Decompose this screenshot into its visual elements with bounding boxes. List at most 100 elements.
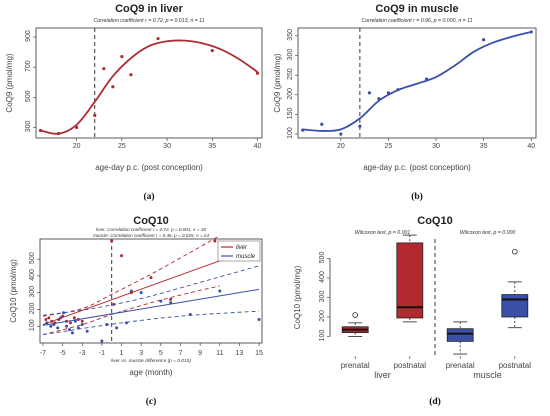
data-point-a — [57, 131, 61, 136]
y-tick-label-a: 500 — [25, 90, 32, 102]
data-point-muscle — [49, 324, 53, 328]
chart-subtitle-c: liver: Correlation coefficient r = 0.72,… — [96, 227, 206, 232]
y-axis-label-a: CoQ9 (pmol/mg) — [5, 53, 14, 112]
data-point-a — [111, 85, 115, 89]
y-tick-label-b: 250 — [287, 68, 294, 80]
data-point-a — [93, 113, 97, 117]
y-tick-label-a: 900 — [25, 30, 32, 42]
data-point-muscle — [56, 326, 60, 330]
data-point-muscle — [45, 321, 49, 325]
x-tick-label-b: 35 — [480, 143, 488, 150]
y-tick-label-c: 100 — [29, 319, 36, 331]
data-point-a — [156, 36, 160, 41]
y-tick-label-a: 700 — [25, 60, 32, 72]
x-tick-label-c: 11 — [216, 350, 223, 357]
data-point-muscle — [257, 318, 261, 322]
x-tick-label-b: 20 — [337, 143, 345, 150]
x-axis-label-b: age-day p.c. (post conception) — [363, 163, 471, 172]
x-tick-label-c: 5 — [159, 350, 163, 357]
panel-label-a: (a) — [143, 191, 154, 202]
x-tick-label-b: 40 — [527, 143, 535, 150]
data-point-liver — [72, 316, 76, 320]
y-tick-label-b: 200 — [287, 88, 294, 100]
x-tick-label-c: 7 — [179, 350, 183, 357]
chart-title-d: CoQ10 — [417, 215, 452, 227]
x-tick-label-b: 30 — [432, 143, 440, 150]
y-axis-label-c: CoQ10 (pmol/mg) — [9, 259, 18, 323]
y-tick-label-d: 300 — [319, 291, 326, 303]
box-liver-postnatal — [396, 242, 424, 319]
x-tick-label-c: 13 — [236, 350, 244, 357]
y-tick-label-d: 100 — [319, 330, 326, 342]
data-point-liver — [149, 276, 153, 280]
fit-curve-b — [302, 31, 532, 132]
data-point-liver — [120, 254, 124, 258]
x-tick-label-c: -5 — [59, 350, 65, 357]
data-point-b — [339, 132, 343, 136]
data-point-b — [386, 91, 391, 95]
chart-title-c: CoQ10 — [133, 215, 168, 227]
box-label-liver-prenatal: prenatal — [341, 361, 370, 370]
panel-label-d: (d) — [429, 396, 441, 407]
data-point-liver — [80, 319, 84, 323]
data-point-muscle — [188, 312, 192, 316]
data-point-muscle — [65, 324, 69, 328]
x-tick-label-a: 40 — [254, 143, 262, 150]
y-axis-label-d: CoQ10 (pmol/mg) — [293, 265, 302, 329]
y-tick-label-b: 350 — [287, 29, 294, 41]
chart-subtitle-a: Correlation coefficient r = 0.72, p = 0.… — [93, 18, 204, 24]
box-label-muscle-postnatal: postnatal — [499, 361, 532, 370]
data-point-muscle — [139, 291, 143, 295]
data-point-muscle — [80, 323, 84, 327]
test-label-liver: Wilcoxon test, p = 0.001 — [355, 230, 411, 236]
ci-lower-liver — [42, 285, 220, 336]
x-tick-label-a: 25 — [118, 143, 126, 150]
data-point-b — [301, 128, 305, 132]
outlier-liver-prenatal — [352, 312, 359, 318]
data-point-liver — [61, 314, 65, 318]
data-point-a — [129, 73, 133, 77]
group-label-liver: liver — [374, 370, 391, 380]
data-point-liver — [47, 316, 51, 320]
data-point-muscle — [52, 323, 56, 327]
x-tick-label-b: 25 — [385, 143, 393, 150]
group-label-muscle: muscle — [473, 370, 502, 380]
data-point-a — [38, 128, 43, 133]
data-point-a — [120, 55, 124, 59]
x-tick-label-c: 15 — [255, 350, 263, 357]
plot-frame-b — [297, 27, 537, 139]
outlier-muscle-postnatal — [511, 248, 518, 255]
data-point-muscle — [100, 339, 104, 343]
x-tick-label-c: -1 — [99, 350, 105, 357]
data-point-liver — [44, 318, 48, 322]
x-tick-label-c: -3 — [79, 350, 85, 357]
data-point-muscle — [218, 289, 222, 293]
chart-note-c: liver vs. muscle difference (p = 0.015) — [111, 358, 191, 364]
data-point-muscle — [85, 329, 89, 333]
x-tick-label-a: 30 — [163, 143, 171, 150]
x-tick-label-c: -7 — [40, 350, 46, 357]
y-tick-label-a: 300 — [25, 121, 32, 133]
data-point-b — [396, 88, 400, 92]
y-tick-label-b: 300 — [287, 49, 294, 61]
y-tick-label-c: 400 — [29, 269, 36, 281]
legend-label-liver: liver — [236, 245, 248, 251]
chart-subtitle2-c: muscle: Correlation coefficient r = 0.46… — [93, 233, 209, 238]
data-point-liver — [57, 318, 61, 322]
data-point-liver — [50, 319, 54, 323]
y-tick-label-c: 300 — [29, 286, 36, 298]
x-tick-label-a: 35 — [208, 143, 216, 150]
panel-label-c: (c) — [146, 396, 157, 407]
data-point-muscle — [67, 328, 71, 332]
data-point-muscle — [129, 289, 133, 293]
data-point-a — [210, 49, 214, 53]
box-label-muscle-prenatal: prenatal — [446, 361, 475, 370]
data-point-b — [482, 38, 486, 42]
data-point-b — [358, 124, 362, 128]
data-point-muscle — [62, 311, 66, 315]
data-point-b — [367, 91, 371, 95]
x-axis-label-a: age-day p.c. (post conception) — [95, 163, 203, 172]
x-tick-label-c: 1 — [120, 350, 124, 357]
ci-upper-muscle — [42, 265, 260, 316]
